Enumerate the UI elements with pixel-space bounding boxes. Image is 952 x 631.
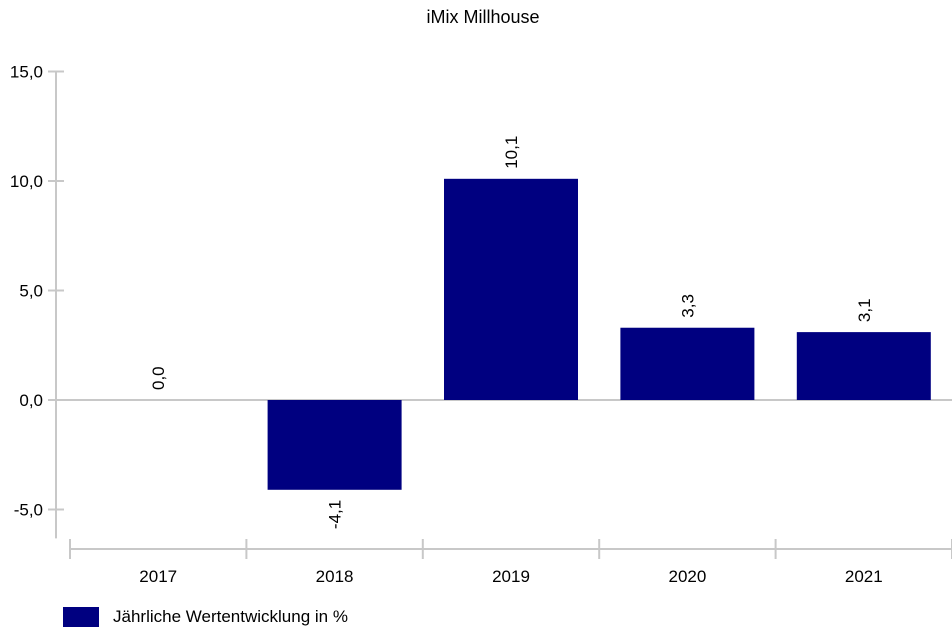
y-tick-label: 10,0 [10,172,43,191]
bar-value-label: 0,0 [149,366,168,390]
y-axis: -5,0 0,0 5,0 10,0 15,0 [10,63,64,539]
bar [620,327,755,400]
x-tick-label: 2021 [845,567,883,586]
chart: iMix Millhouse -5,00,05,010,015,0 2017 20… [10,7,952,586]
legend-swatch [63,607,99,627]
chart-title: iMix Millhouse [426,7,539,27]
legend: Jährliche Wertentwicklung in % [63,606,348,628]
x-axis: 2017 2018 2019 2020 2021 [69,539,952,586]
x-tick-label: 2020 [668,567,706,586]
bar-value-label: 10,1 [502,136,521,169]
y-tick-label: 5,0 [19,282,43,301]
bar-value-label: 3,1 [855,298,874,322]
x-tick-label: 2019 [492,567,530,586]
bar [796,332,931,400]
data-labels: 0,0 -4,1 10,1 3,3 3,1 [149,136,874,529]
bar-value-label: 3,3 [678,294,697,318]
y-tick-label: 0,0 [19,391,43,410]
x-tick-label: 2018 [316,567,354,586]
legend-label: Jährliche Wertentwicklung in % [113,607,348,626]
bars [56,178,952,490]
x-tick-label: 2017 [139,567,177,586]
bar [267,400,402,490]
bar-value-label: -4,1 [326,500,345,529]
y-tick-label: -5,0 [14,501,43,520]
y-tick-label: 15,0 [10,63,43,82]
bar [444,178,578,400]
